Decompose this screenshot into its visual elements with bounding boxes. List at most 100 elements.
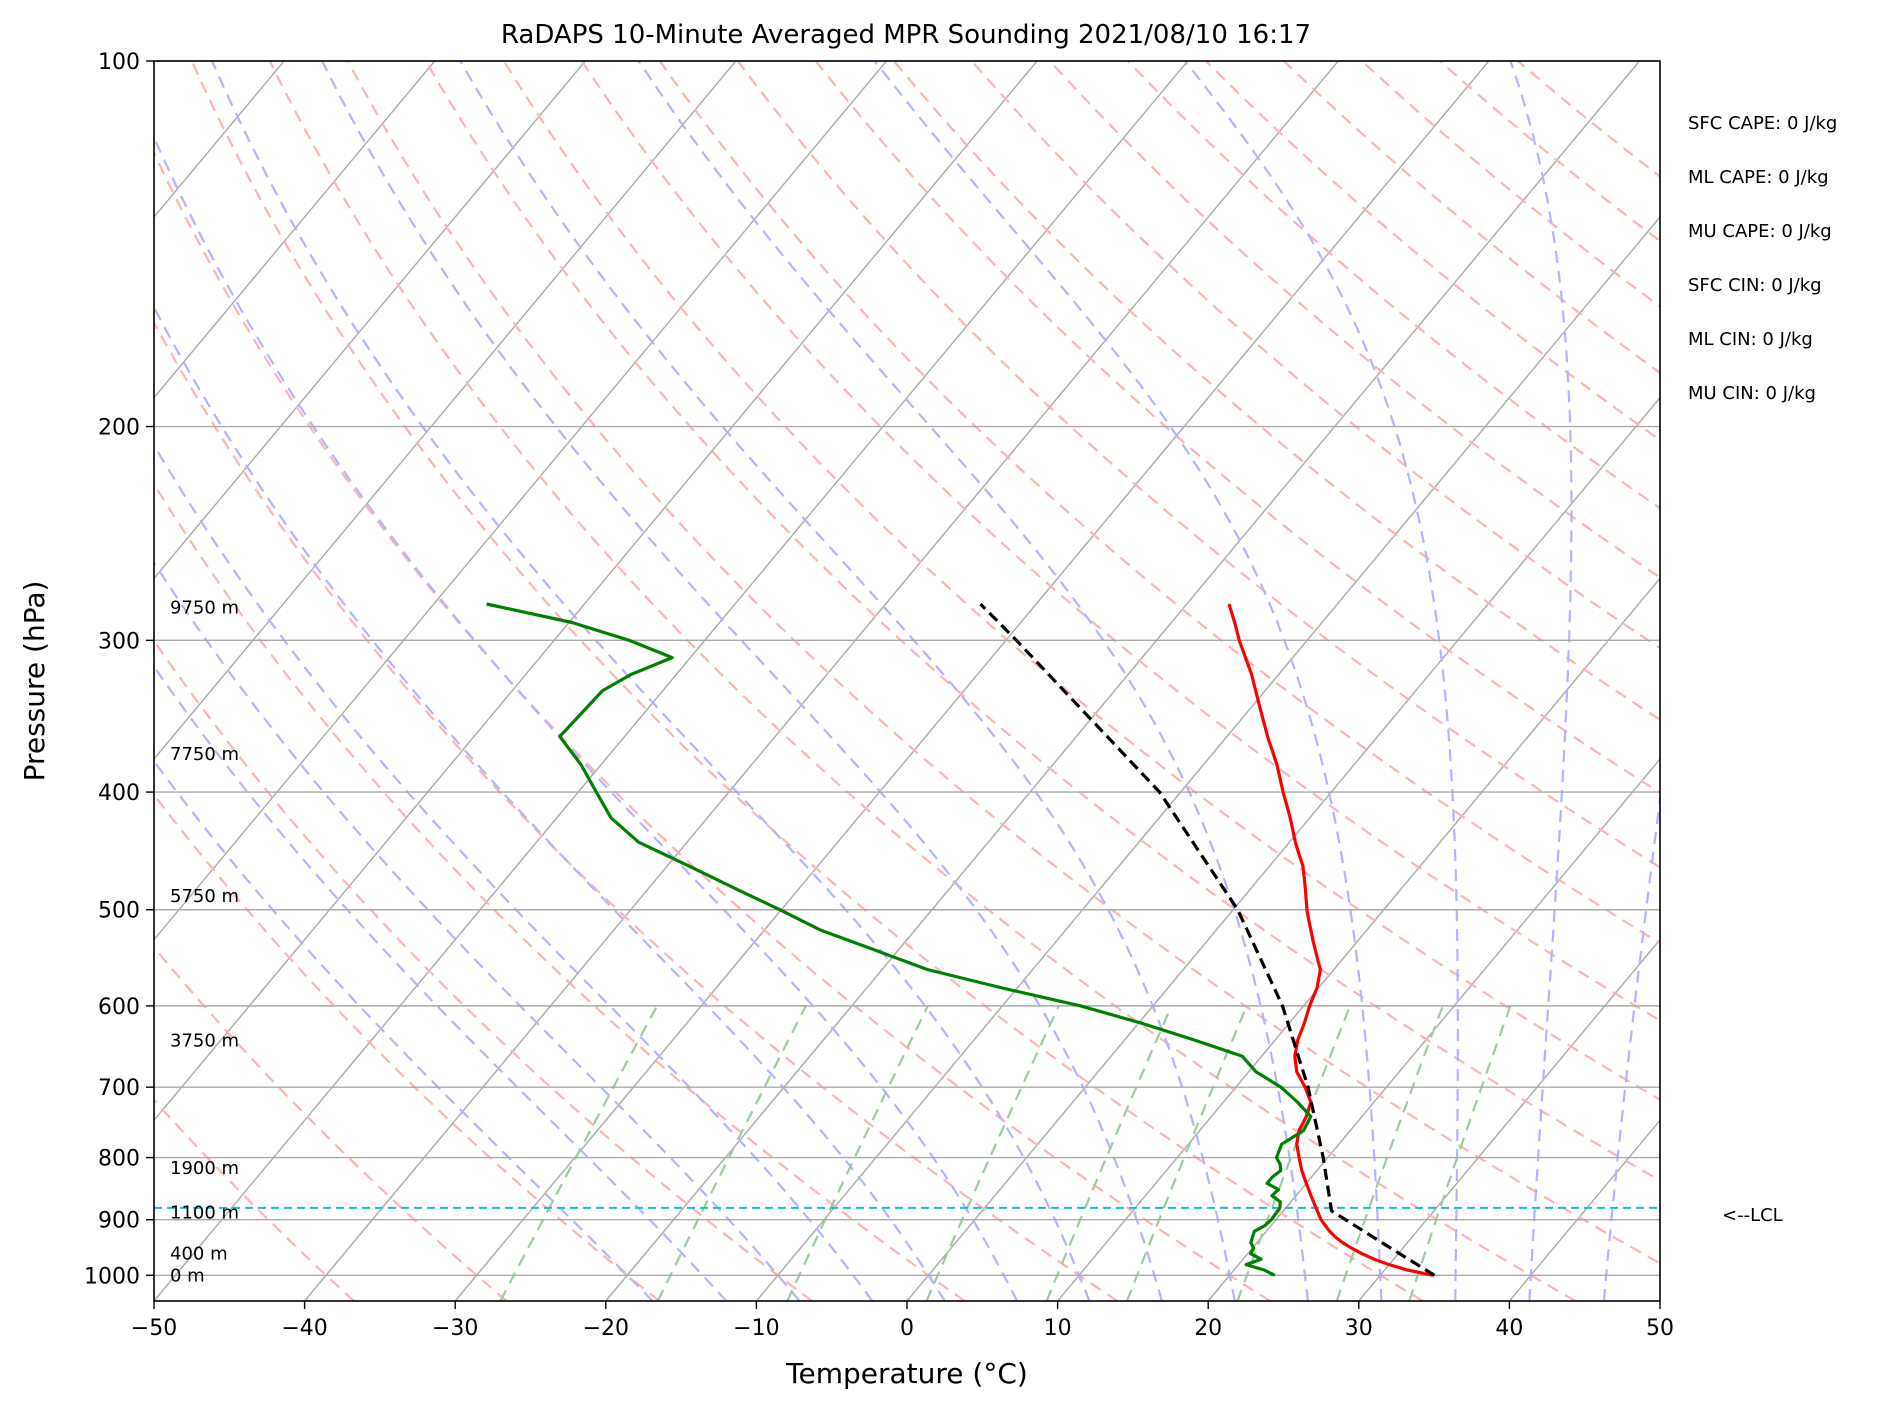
dry-adiabat-line — [1517, 61, 1660, 178]
height-label: 9750 m — [170, 598, 239, 619]
isotherm-line — [154, 61, 586, 580]
mixing-ratio-line — [1335, 1005, 1444, 1301]
y-tick-label: 500 — [98, 899, 140, 924]
mixing-ratio-line — [1408, 1005, 1512, 1301]
moist-adiabat-line — [321, 61, 1163, 1301]
mixing-ratio-line — [1045, 1005, 1173, 1301]
dry-adiabat-line — [502, 61, 1660, 1101]
isotherm-line — [154, 61, 888, 941]
height-label: 1900 m — [170, 1158, 239, 1179]
mixing-ratio-line — [1125, 1005, 1248, 1301]
isotherm-line — [1207, 757, 1660, 1301]
stat-label: ML CAPE: 0 J/kg — [1688, 167, 1829, 188]
stat-label: SFC CIN: 0 J/kg — [1688, 275, 1822, 296]
isotherm-line — [755, 215, 1660, 1301]
dry-adiabat-line — [154, 1098, 355, 1301]
x-tick-label: −50 — [131, 1316, 177, 1341]
dry-adiabat-line — [736, 61, 1660, 869]
dry-adiabat-line — [154, 481, 966, 1301]
dry-adiabat-line — [892, 61, 1660, 722]
moist-adiabat-lines — [154, 61, 1660, 1301]
y-tick-label: 400 — [98, 781, 140, 806]
dewpoint-trace — [486, 602, 1313, 1277]
stability-indices: SFC CAPE: 0 J/kg ML CAPE: 0 J/kg MU CAPE: … — [1688, 113, 1837, 404]
x-tick-label: 20 — [1194, 1316, 1222, 1341]
y-tick-label: 100 — [98, 50, 140, 75]
dry-adiabat-line — [1439, 61, 1660, 243]
y-axis-label: Pressure (hPa) — [18, 581, 51, 782]
dry-adiabat-line — [154, 638, 813, 1301]
isotherm-line — [1811, 61, 1882, 1301]
dry-adiabat-line — [658, 61, 1660, 945]
mixing-ratio-line — [499, 1005, 659, 1301]
height-label: 7750 m — [170, 744, 239, 765]
y-tick-label: 1000 — [84, 1264, 140, 1289]
pressure-gridlines — [154, 61, 1660, 1276]
y-tick-label: 600 — [98, 995, 140, 1020]
y-tick-label: 700 — [98, 1076, 140, 1101]
moist-adiabat-line — [459, 61, 1236, 1301]
height-label: 1100 m — [170, 1203, 239, 1224]
dry-adiabat-line — [1127, 61, 1660, 510]
x-tick-label: −20 — [583, 1316, 629, 1341]
moist-adiabat-line — [873, 61, 1383, 1301]
isotherm-line — [906, 396, 1660, 1301]
isotherm-line — [605, 61, 1641, 1301]
mixing-ratio-line — [925, 1005, 1060, 1301]
mixing-ratio-line — [786, 1005, 929, 1301]
x-axis-label: Temperature (°C) — [785, 1357, 1028, 1390]
y-tick-label: 900 — [98, 1209, 140, 1234]
x-tick-label: 0 — [900, 1316, 914, 1341]
moist-adiabat-line — [637, 61, 1309, 1301]
chart-title: RaDAPS 10-Minute Averaged MPR Sounding 2… — [501, 20, 1311, 50]
stat-label: MU CAPE: 0 J/kg — [1688, 221, 1832, 242]
dry-adiabat-line — [154, 945, 508, 1301]
y-tick-label: 300 — [98, 629, 140, 654]
isotherm-lines — [154, 61, 1882, 1301]
x-axis-ticks: −50 −40 −30 −20 −10 0 10 20 30 40 50 — [131, 1301, 1674, 1341]
dry-adiabat-line — [346, 61, 1660, 1265]
plot-area — [154, 61, 1882, 1301]
moist-adiabat-line — [210, 61, 1091, 1301]
moist-adiabat-line — [154, 443, 874, 1301]
moist-adiabat-line — [154, 664, 728, 1301]
temperature-trace — [1227, 603, 1434, 1277]
x-tick-label: 30 — [1345, 1316, 1373, 1341]
dry-adiabat-line — [154, 320, 1119, 1301]
isotherm-line — [454, 61, 1490, 1301]
dry-adiabat-line — [268, 61, 1577, 1301]
height-label: 0 m — [170, 1265, 205, 1286]
parcel-trace — [979, 602, 1436, 1277]
height-label: 5750 m — [170, 886, 239, 907]
x-tick-label: −10 — [733, 1316, 779, 1341]
x-tick-label: 40 — [1495, 1316, 1523, 1341]
x-tick-label: −40 — [281, 1316, 327, 1341]
lcl-label: <--LCL — [1722, 1205, 1783, 1226]
dry-adiabat-line — [154, 792, 660, 1301]
y-tick-label: 200 — [98, 416, 140, 441]
sounding-traces — [486, 602, 1436, 1277]
y-axis-ticks: 1000 900 800 700 600 500 400 300 200 100 — [84, 50, 154, 1289]
isotherm-line — [1057, 577, 1660, 1301]
dry-adiabat-lines — [154, 61, 1660, 1301]
plot-frame — [153, 60, 1661, 1302]
isotherm-line — [1508, 1119, 1660, 1301]
isotherm-line — [154, 61, 1038, 1122]
height-label: 400 m — [170, 1244, 228, 1265]
isotherm-line — [1659, 1299, 1660, 1301]
moist-adiabat-line — [154, 759, 654, 1301]
isotherm-line — [154, 61, 737, 761]
stat-label: ML CIN: 0 J/kg — [1688, 329, 1813, 350]
isotherm-line — [304, 61, 1339, 1301]
x-tick-label: −30 — [432, 1316, 478, 1341]
height-label: 3750 m — [170, 1031, 239, 1052]
isotherm-line — [1358, 938, 1660, 1301]
x-tick-label: 10 — [1044, 1316, 1072, 1341]
dry-adiabat-line — [580, 61, 1660, 1022]
mixing-ratio-line — [656, 1005, 807, 1301]
dry-adiabat-line — [970, 61, 1660, 650]
x-tick-label: 50 — [1646, 1316, 1674, 1341]
height-labels: 9750 m 7750 m 5750 m 3750 m 1900 m 1100 m 400 … — [170, 598, 239, 1287]
y-tick-label: 800 — [98, 1147, 140, 1172]
